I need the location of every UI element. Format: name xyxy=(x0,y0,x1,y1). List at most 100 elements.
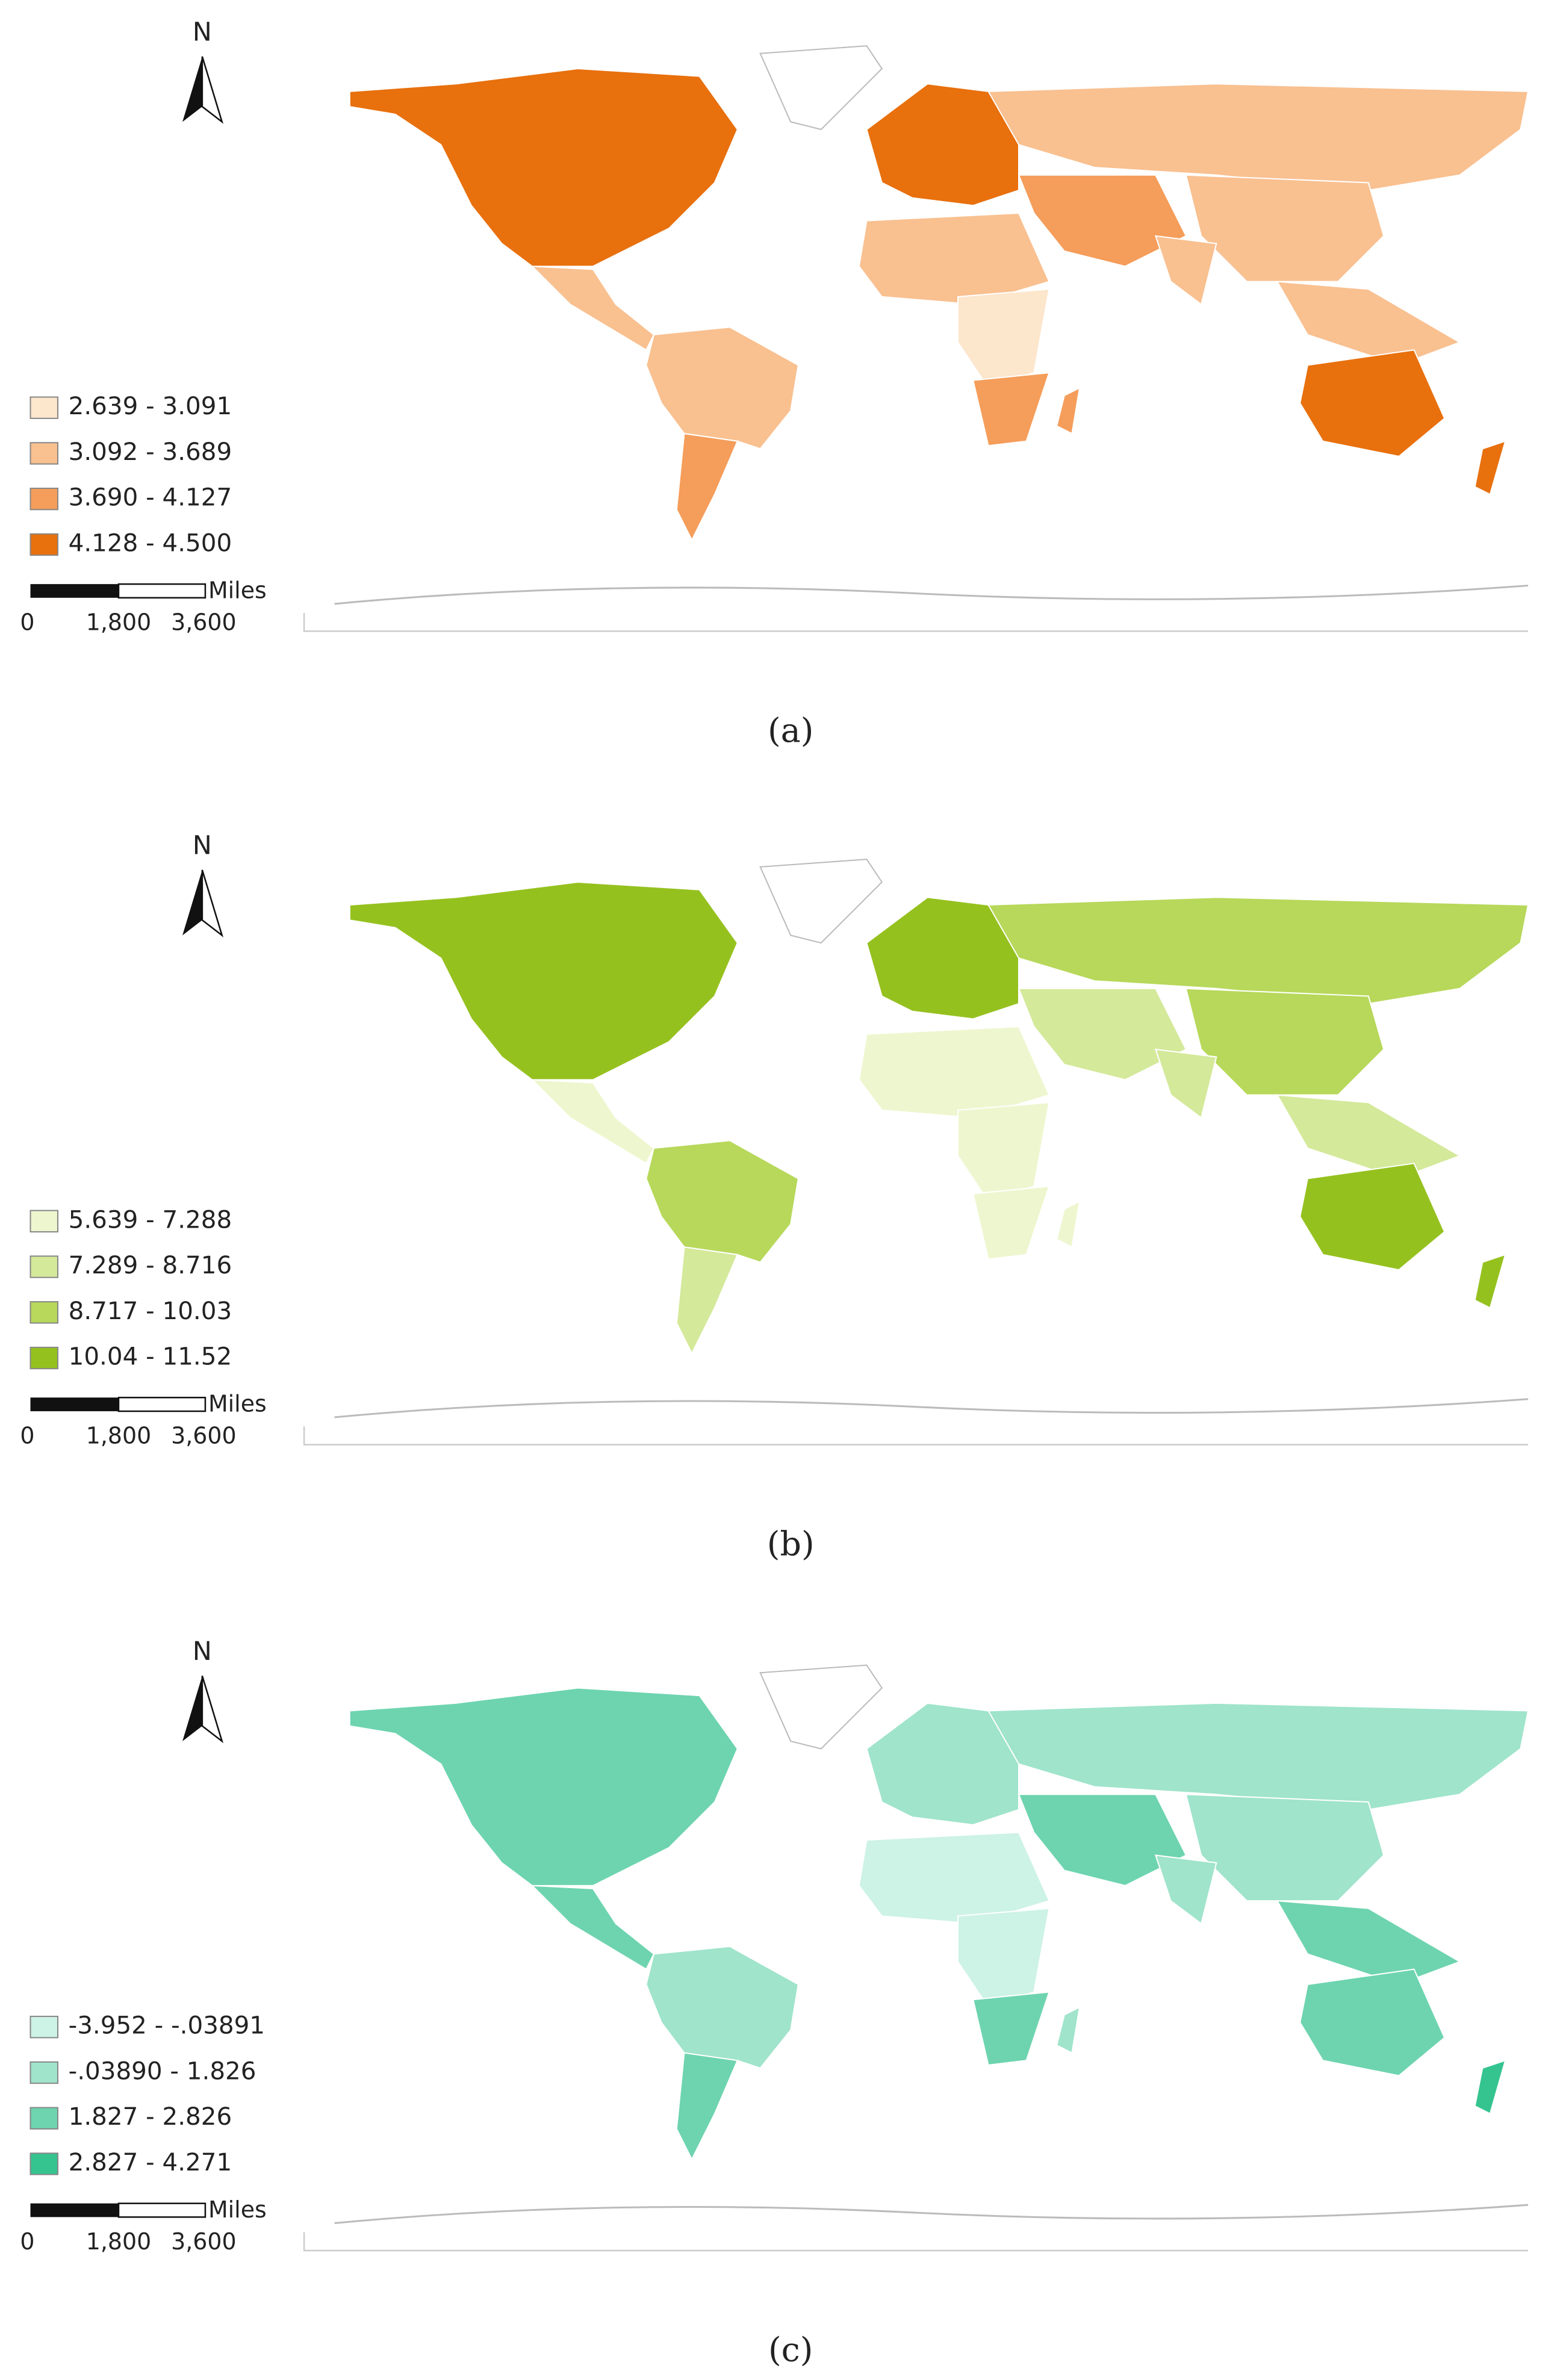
legend-label: 2.639 - 3.091 xyxy=(69,391,232,420)
north-arrow xyxy=(182,869,202,936)
region xyxy=(1276,1900,1461,1986)
region xyxy=(349,68,738,267)
world-map xyxy=(303,45,1529,632)
region xyxy=(1474,2059,1506,2115)
legend-swatch xyxy=(30,1346,58,1370)
world-map xyxy=(303,859,1529,1446)
legend-label: 10.04 - 11.52 xyxy=(69,1342,232,1371)
scale-bar xyxy=(117,583,207,599)
scale-bar xyxy=(30,1397,119,1411)
region xyxy=(858,1025,1050,1119)
scale-tick-label: 1,800 xyxy=(86,2228,151,2255)
legend-label: 8.717 - 10.03 xyxy=(69,1296,232,1325)
scale-bar xyxy=(30,584,119,598)
legend-label: 2.827 - 4.271 xyxy=(69,2148,232,2176)
region xyxy=(1055,387,1081,435)
region xyxy=(645,326,799,450)
map-panel: N -3.952 - -.03891 -.03890 - 1.826 1.827 - … xyxy=(20,1636,1529,2370)
region xyxy=(866,896,1020,1020)
region xyxy=(957,1907,1050,2009)
legend-swatch xyxy=(30,2016,58,2039)
greenland xyxy=(759,859,883,944)
region xyxy=(1018,987,1187,1081)
scale-bar xyxy=(30,2203,119,2217)
region xyxy=(1276,1094,1461,1179)
region xyxy=(1299,349,1446,458)
north-arrow xyxy=(201,56,224,124)
scale-tick-label: 3,600 xyxy=(171,2228,236,2255)
legend-swatch xyxy=(30,1255,58,1278)
region xyxy=(858,1832,1050,1925)
scale-tick-label: 0 xyxy=(20,609,34,635)
region xyxy=(866,1702,1020,1825)
region xyxy=(987,83,1529,191)
region xyxy=(972,1991,1050,2066)
scale-unit: Miles xyxy=(208,577,267,603)
north-arrow xyxy=(182,1676,202,1741)
north-arrow xyxy=(201,1675,224,1744)
scale-tick-label: 0 xyxy=(20,1422,34,1449)
legend-label: 4.128 - 4.500 xyxy=(69,528,232,557)
legend-swatch xyxy=(30,2107,58,2130)
legend-label: 3.690 - 4.127 xyxy=(69,483,232,512)
legend-label: 7.289 - 8.716 xyxy=(69,1251,232,1279)
north-arrow xyxy=(201,869,224,937)
region xyxy=(987,896,1529,1005)
region xyxy=(1185,987,1385,1096)
region xyxy=(530,266,655,351)
legend-swatch xyxy=(30,2152,58,2175)
scale-bar xyxy=(117,1396,207,1412)
region xyxy=(530,1079,655,1164)
scale-tick-label: 3,600 xyxy=(171,1422,236,1449)
panel-label: (c) xyxy=(768,2331,813,2370)
region xyxy=(1055,1200,1081,1248)
region xyxy=(972,371,1050,447)
north-label: N xyxy=(193,17,212,47)
region xyxy=(645,1945,799,2069)
map-frame xyxy=(303,2232,1529,2252)
region xyxy=(1018,1794,1187,1886)
scale-bar xyxy=(117,2202,207,2218)
region xyxy=(1154,1854,1217,1925)
legend-swatch xyxy=(30,488,58,511)
legend-swatch xyxy=(30,396,58,419)
region xyxy=(645,1140,799,1263)
north-arrow xyxy=(182,56,202,122)
legend-label: 5.639 - 7.288 xyxy=(69,1205,232,1234)
region xyxy=(1276,281,1461,366)
region xyxy=(957,1102,1050,1202)
scale-tick-label: 0 xyxy=(20,2228,34,2255)
region xyxy=(987,1702,1529,1810)
region xyxy=(349,1687,738,1886)
region xyxy=(1474,440,1506,496)
region xyxy=(676,1246,739,1355)
scale-tick-label: 1,800 xyxy=(86,609,151,635)
scale-tick-label: 1,800 xyxy=(86,1422,151,1449)
region xyxy=(530,1884,655,1971)
region xyxy=(1055,2006,1081,2054)
north-label: N xyxy=(193,831,212,861)
legend-label: -.03890 - 1.826 xyxy=(69,2056,256,2085)
region xyxy=(1299,1968,1446,2077)
world-map xyxy=(303,1664,1529,2252)
region xyxy=(676,2052,739,2161)
map-panel: N 5.639 - 7.288 7.289 - 8.716 8.717 - 10.03… xyxy=(20,831,1529,1564)
panel-label: (a) xyxy=(768,711,813,750)
region xyxy=(972,1185,1050,1260)
region xyxy=(866,83,1020,207)
north-label: N xyxy=(193,1636,212,1667)
map-frame xyxy=(303,1426,1529,1446)
legend-swatch xyxy=(30,1210,58,1232)
region xyxy=(1474,1254,1506,1309)
antarctica xyxy=(334,1398,1529,1418)
legend-label: 3.092 - 3.689 xyxy=(69,437,232,466)
legend-swatch xyxy=(30,1301,58,1324)
region xyxy=(1154,235,1217,306)
region xyxy=(957,288,1050,389)
scale-unit: Miles xyxy=(208,2196,267,2223)
region xyxy=(1299,1163,1446,1271)
region xyxy=(1185,1794,1385,1902)
legend-swatch xyxy=(30,442,58,465)
panel-label: (b) xyxy=(767,1524,815,1564)
